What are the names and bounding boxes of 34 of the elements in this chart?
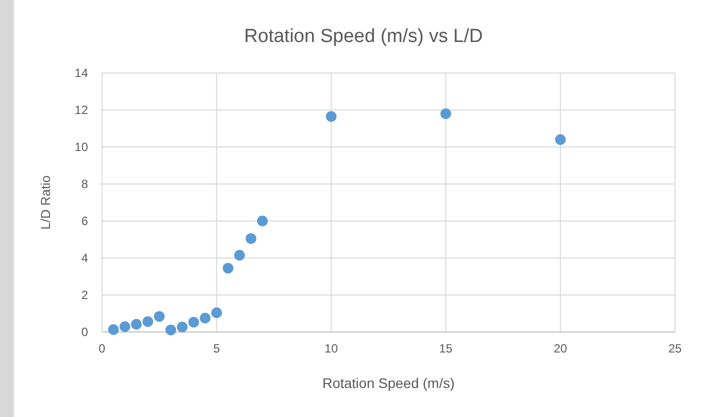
y-tick-label: 10 (74, 140, 88, 154)
point (165, 324, 176, 336)
point (222, 262, 234, 274)
x-tick-label: 15 (439, 342, 453, 356)
point (246, 233, 256, 244)
y-axis-title: L/D Ratio (38, 175, 53, 230)
point (142, 316, 154, 327)
point (108, 324, 119, 335)
x-tick-label: 20 (554, 342, 568, 356)
point (440, 108, 452, 120)
x-tick-label: 10 (324, 342, 338, 356)
y-tick-label: 2 (81, 288, 88, 302)
point (257, 216, 268, 226)
x-tick-label: 5 (213, 342, 220, 356)
point (188, 316, 200, 328)
x-tick-label: 25 (668, 342, 682, 356)
y-tick-label: 8 (81, 176, 88, 191)
point (555, 134, 566, 145)
y-tick-label: 0 (81, 324, 88, 339)
point (131, 318, 142, 330)
point (120, 321, 130, 332)
point (200, 312, 210, 324)
point (326, 111, 337, 122)
point (154, 311, 165, 322)
y-tick-label: 4 (81, 250, 88, 265)
x-tick-label: 0 (98, 342, 106, 356)
x-axis-title: Rotation Speed (m/s) (322, 375, 455, 391)
point (211, 307, 222, 318)
y-tick-label: 12 (74, 102, 88, 117)
y-tick-label: 6 (81, 214, 88, 228)
point (234, 250, 245, 261)
y-tick-label: 14 (74, 66, 88, 80)
chart-title: Rotation Speed (m/s) vs L/D (244, 26, 483, 47)
point (176, 322, 188, 332)
